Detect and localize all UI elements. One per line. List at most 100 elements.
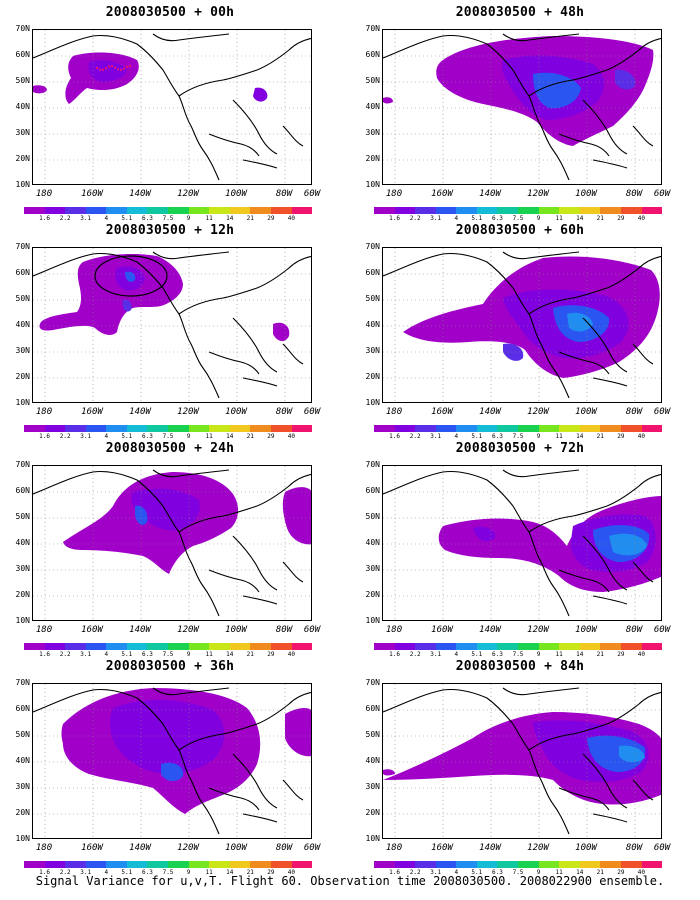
colorbar-swatch bbox=[44, 643, 66, 650]
map-panel: 2008030500 + 36h 70N 60N 50N 40N 30N 20N 10N 180… bbox=[0, 659, 340, 877]
lat-tick-label: 30N bbox=[365, 128, 380, 137]
colorbar-swatch bbox=[579, 207, 601, 214]
lon-tick-label: 160W bbox=[81, 189, 103, 199]
lat-tick-label: 70N bbox=[15, 460, 30, 469]
map-area bbox=[32, 29, 312, 185]
colorbar-swatch bbox=[44, 861, 66, 868]
colorbar-label: 1.6 bbox=[39, 433, 50, 440]
variance-contour-fill bbox=[615, 69, 636, 90]
panel-title: 2008030500 + 72h bbox=[455, 441, 585, 456]
colorbar-swatch bbox=[188, 207, 210, 214]
lat-tick-label: 50N bbox=[15, 76, 30, 85]
colorbar-label: 9 bbox=[186, 215, 191, 222]
colorbar-label: 9 bbox=[536, 433, 541, 440]
lon-tick-label: 120W bbox=[527, 407, 549, 417]
colorbar-label: 29 bbox=[617, 651, 625, 658]
panel-title: 2008030500 + 24h bbox=[105, 441, 235, 456]
lon-tick-label: 180 bbox=[385, 189, 403, 199]
colorbar-swatch bbox=[229, 861, 251, 868]
coastline bbox=[582, 535, 628, 591]
colorbar-label: 2.2 bbox=[409, 651, 421, 658]
lon-tick-label: 120W bbox=[527, 189, 549, 199]
map-svg bbox=[383, 466, 661, 620]
colorbar-swatch bbox=[559, 207, 580, 214]
coastline bbox=[282, 125, 304, 147]
colorbar-swatch bbox=[435, 643, 457, 650]
colorbar-label: 29 bbox=[617, 215, 625, 222]
lon-tick-label: 180 bbox=[35, 407, 53, 417]
colorbar-label: 21 bbox=[596, 869, 604, 876]
coastline bbox=[383, 688, 570, 835]
variance-contour-fill bbox=[39, 254, 183, 335]
colorbar-label: 14 bbox=[576, 215, 584, 222]
colorbar-label: 7.5 bbox=[162, 433, 174, 440]
map-panel: 2008030500 + 24h 70N 60N 50N 40N 30N 20N 10N 180… bbox=[0, 441, 340, 659]
colorbar-label: 9 bbox=[536, 215, 541, 222]
lon-tick-label: 160W bbox=[431, 843, 453, 853]
colorbar-swatch bbox=[250, 207, 271, 214]
lat-tick-label: 60N bbox=[365, 50, 380, 59]
colorbar-label: 5.1 bbox=[121, 215, 133, 222]
colorbar-swatch bbox=[291, 861, 313, 868]
map-area bbox=[32, 683, 312, 839]
variance-contour-fill bbox=[533, 72, 581, 109]
lat-tick-label: 60N bbox=[15, 486, 30, 495]
colorbar-swatch bbox=[44, 425, 66, 432]
colorbar-swatch bbox=[106, 207, 127, 214]
coastline bbox=[232, 753, 278, 809]
lon-tick-label: 180 bbox=[35, 189, 53, 199]
coastline bbox=[232, 535, 278, 591]
lon-tick-label: 60W bbox=[303, 189, 321, 199]
colorbar-label: 7.5 bbox=[512, 869, 524, 876]
colorbar-swatch bbox=[600, 425, 621, 432]
coastline bbox=[528, 37, 661, 97]
colorbar-label: 5.1 bbox=[121, 869, 133, 876]
coastline bbox=[242, 595, 278, 605]
colorbar-label: 1.6 bbox=[39, 869, 50, 876]
coastline bbox=[592, 595, 628, 605]
colorbar-label: 3.1 bbox=[80, 215, 92, 222]
coastline bbox=[528, 691, 661, 751]
colorbar-swatch bbox=[147, 861, 169, 868]
colorbar-swatch bbox=[641, 643, 663, 650]
lat-tick-label: 60N bbox=[365, 704, 380, 713]
colorbar-swatch bbox=[85, 425, 107, 432]
colorbar-label: 7.5 bbox=[162, 869, 174, 876]
colorbar-label: 4 bbox=[104, 869, 109, 876]
colorbar-label: 9 bbox=[186, 651, 191, 658]
coastline bbox=[178, 473, 311, 533]
coastline bbox=[178, 255, 311, 315]
colorbar-swatch bbox=[168, 425, 189, 432]
lat-tick-label: 70N bbox=[365, 460, 380, 469]
colorbar-label: 29 bbox=[267, 215, 275, 222]
lon-tick-label: 140W bbox=[479, 843, 501, 853]
coastline bbox=[632, 343, 654, 365]
map-svg bbox=[383, 684, 661, 838]
lat-tick-label: 50N bbox=[15, 294, 30, 303]
lat-tick-label: 30N bbox=[15, 128, 30, 137]
colorbar-swatch bbox=[456, 643, 477, 650]
colorbar-swatch bbox=[188, 643, 210, 650]
observation-marker bbox=[98, 68, 102, 71]
colorbar-label: 5.1 bbox=[471, 215, 483, 222]
colorbar bbox=[374, 861, 663, 868]
colorbar-label: 1.6 bbox=[389, 651, 400, 658]
map-panel: 2008030500 + 84h 70N 60N 50N 40N 30N 20N 10N 180… bbox=[350, 659, 690, 877]
colorbar-label: 40 bbox=[637, 651, 646, 658]
lat-tick-label: 70N bbox=[15, 678, 30, 687]
lon-tick-label: 180 bbox=[385, 407, 403, 417]
colorbar-label: 6.3 bbox=[142, 215, 153, 222]
lat-tick-label: 30N bbox=[15, 346, 30, 355]
observation-marker bbox=[119, 68, 123, 72]
colorbar-label: 6.3 bbox=[142, 869, 153, 876]
coastline bbox=[208, 787, 260, 811]
lon-tick-label: 120W bbox=[527, 843, 549, 853]
colorbar-label: 2.2 bbox=[409, 869, 421, 876]
observation-marker bbox=[116, 68, 120, 71]
lon-tick-label: 100W bbox=[225, 843, 247, 853]
colorbar-swatch bbox=[24, 207, 45, 214]
coastline bbox=[282, 779, 304, 801]
lon-tick-label: 120W bbox=[177, 189, 199, 199]
colorbar-label: 7.5 bbox=[512, 651, 524, 658]
colorbar-swatch bbox=[250, 861, 271, 868]
